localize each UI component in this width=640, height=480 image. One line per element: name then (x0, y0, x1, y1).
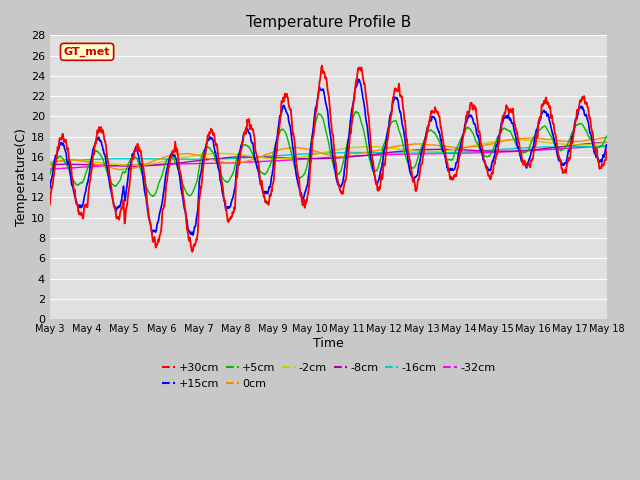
-8cm (294, 156, 302, 161)
+30cm (604, 147, 611, 153)
-8cm (305, 156, 312, 161)
+15cm (89, 146, 97, 152)
Line: +15cm: +15cm (50, 79, 607, 235)
0cm (305, 146, 312, 152)
+5cm (294, 174, 302, 180)
-16cm (363, 150, 371, 156)
0cm (283, 145, 291, 151)
Line: -32cm: -32cm (50, 146, 607, 169)
+15cm (604, 143, 611, 148)
-16cm (304, 151, 312, 156)
+30cm (294, 174, 302, 180)
0cm (604, 134, 611, 140)
+5cm (89, 152, 97, 157)
Text: GT_met: GT_met (64, 47, 110, 57)
-2cm (364, 144, 371, 150)
+15cm (46, 186, 54, 192)
Legend: +30cm, +15cm, +5cm, 0cm, -2cm, -8cm, -16cm, -32cm: +30cm, +15cm, +5cm, 0cm, -2cm, -8cm, -16… (157, 359, 500, 393)
+30cm (112, 209, 120, 215)
+5cm (352, 109, 360, 115)
-16cm (89, 156, 97, 162)
-16cm (604, 144, 611, 150)
+5cm (112, 183, 120, 189)
Line: +30cm: +30cm (50, 66, 607, 252)
+5cm (149, 193, 157, 199)
-32cm (282, 157, 290, 163)
Line: +5cm: +5cm (50, 112, 607, 196)
X-axis label: Time: Time (313, 336, 344, 350)
-8cm (283, 155, 291, 161)
Line: 0cm: 0cm (50, 137, 607, 169)
+30cm (89, 153, 97, 158)
-8cm (604, 139, 611, 145)
+15cm (112, 208, 120, 214)
-16cm (294, 151, 301, 157)
-32cm (112, 163, 120, 168)
+30cm (318, 63, 326, 69)
-2cm (112, 162, 120, 168)
-8cm (46, 162, 54, 168)
-2cm (604, 139, 611, 144)
+30cm (283, 91, 291, 96)
-2cm (283, 156, 291, 161)
-16cm (46, 159, 54, 165)
Y-axis label: Temperature(C): Temperature(C) (15, 128, 28, 226)
-8cm (89, 162, 97, 168)
-2cm (511, 137, 518, 143)
+30cm (364, 109, 372, 115)
+5cm (305, 157, 312, 163)
+5cm (604, 132, 611, 138)
+5cm (364, 148, 372, 154)
-2cm (294, 155, 302, 160)
0cm (89, 161, 97, 167)
Line: -2cm: -2cm (50, 140, 607, 165)
0cm (46, 162, 54, 168)
0cm (116, 167, 124, 172)
-2cm (134, 162, 142, 168)
0cm (364, 149, 371, 155)
-32cm (604, 143, 611, 149)
-2cm (46, 159, 54, 165)
-8cm (364, 153, 371, 158)
+5cm (283, 133, 291, 139)
Line: -8cm: -8cm (50, 142, 607, 166)
+15cm (189, 232, 197, 238)
0cm (294, 145, 302, 151)
-32cm (294, 156, 301, 162)
+15cm (305, 175, 312, 180)
-16cm (112, 156, 120, 162)
+30cm (46, 202, 54, 207)
-16cm (569, 144, 577, 149)
Line: -16cm: -16cm (50, 146, 607, 162)
-32cm (89, 164, 97, 169)
+5cm (46, 171, 54, 177)
+15cm (355, 76, 363, 82)
-32cm (46, 166, 54, 172)
0cm (112, 166, 120, 172)
Title: Temperature Profile B: Temperature Profile B (246, 15, 411, 30)
+30cm (188, 249, 196, 255)
-32cm (304, 156, 312, 162)
+15cm (364, 129, 372, 134)
-16cm (282, 152, 290, 158)
+15cm (294, 181, 302, 187)
-32cm (363, 153, 371, 158)
-8cm (112, 163, 120, 168)
-2cm (305, 153, 312, 159)
+30cm (305, 189, 312, 194)
-2cm (89, 159, 97, 165)
+15cm (283, 110, 291, 116)
-8cm (129, 163, 137, 169)
